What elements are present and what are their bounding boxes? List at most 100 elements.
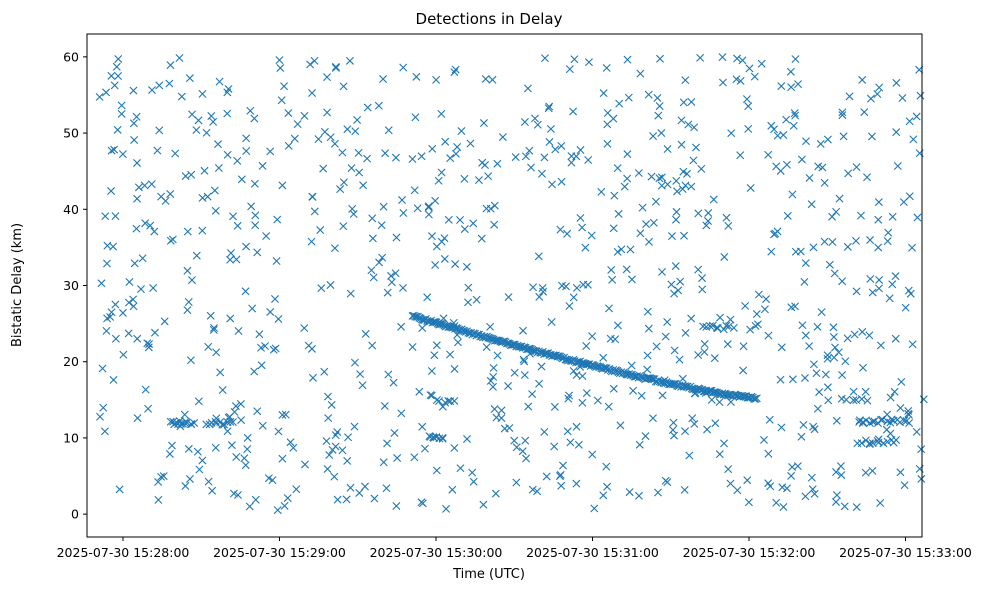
scatter-point xyxy=(727,129,736,138)
scatter-point xyxy=(350,422,359,431)
scatter-point xyxy=(545,102,554,111)
scatter-point xyxy=(798,321,807,330)
scatter-point xyxy=(635,440,644,449)
scatter-point xyxy=(681,328,690,337)
scatter-point xyxy=(115,485,124,494)
cluster-point xyxy=(849,396,858,405)
scatter-point xyxy=(752,310,761,318)
scatter-point xyxy=(772,498,781,507)
scatter-point xyxy=(644,90,653,99)
scatter-point xyxy=(672,215,681,224)
scatter-point xyxy=(576,146,585,155)
scatter-point xyxy=(799,420,808,429)
track-point xyxy=(637,372,646,381)
scatter-point xyxy=(885,294,894,303)
scatter-point xyxy=(383,288,392,297)
scatter-point xyxy=(565,391,574,400)
scatter-point xyxy=(397,409,406,418)
scatter-point xyxy=(456,216,465,225)
scatter-point xyxy=(243,433,252,442)
scatter-point xyxy=(209,325,218,334)
scatter-point xyxy=(602,63,611,72)
scatter-point xyxy=(117,101,126,110)
scatter-point xyxy=(274,314,283,323)
scatter-point xyxy=(427,366,436,375)
scatter-point xyxy=(149,283,158,292)
scatter-point xyxy=(453,330,462,339)
scatter-point xyxy=(498,133,507,142)
scatter-point xyxy=(96,412,104,421)
scatter-point xyxy=(107,187,116,196)
scatter-point xyxy=(838,277,847,286)
scatter-point xyxy=(319,164,328,173)
scatter-point xyxy=(861,387,870,396)
scatter-point xyxy=(345,56,354,65)
scatter-point xyxy=(510,436,519,445)
scatter-point xyxy=(413,204,422,213)
scatter-point xyxy=(370,494,379,503)
scatter-point xyxy=(510,368,519,377)
scatter-point xyxy=(469,477,478,486)
scatter-point xyxy=(451,65,460,74)
scatter-point xyxy=(185,74,194,83)
scatter-point xyxy=(114,72,123,80)
scatter-point xyxy=(451,260,460,269)
scatter-point xyxy=(919,395,928,404)
scatter-point xyxy=(300,111,309,120)
scatter-point xyxy=(323,73,332,82)
scatter-point xyxy=(380,402,389,410)
scatter-point xyxy=(823,383,832,392)
scatter-point xyxy=(545,137,554,146)
scatter-point xyxy=(605,304,614,313)
scatter-point xyxy=(229,212,238,221)
scatter-point xyxy=(247,202,256,211)
scatter-point xyxy=(653,93,662,102)
scatter-point xyxy=(688,414,697,423)
scatter-point xyxy=(663,145,672,153)
scatter-point xyxy=(539,287,548,296)
scatter-point xyxy=(743,476,752,485)
scatter-point xyxy=(523,84,532,93)
scatter-point xyxy=(779,503,788,511)
scatter-point xyxy=(724,465,733,474)
scatter-point xyxy=(723,340,732,349)
scatter-point xyxy=(816,139,825,148)
scatter-point xyxy=(852,287,861,296)
scatter-point xyxy=(361,329,370,338)
x-tick-label: 2025-07-30 15:30:00 xyxy=(370,545,503,560)
scatter-point xyxy=(673,187,681,196)
scatter-point xyxy=(398,283,407,292)
scatter-point xyxy=(868,288,877,297)
scatter-point xyxy=(130,135,139,144)
scatter-point xyxy=(843,242,852,251)
scatter-point xyxy=(812,369,821,378)
scatter-point xyxy=(867,132,876,141)
cluster-point xyxy=(434,397,443,406)
cluster-point xyxy=(729,323,738,332)
scatter-point xyxy=(399,63,408,72)
scatter-point xyxy=(491,489,500,498)
scatter-point xyxy=(627,275,636,284)
scatter-point xyxy=(689,156,698,165)
scatter-point xyxy=(133,194,142,203)
scatter-point xyxy=(829,333,838,342)
scatter-point xyxy=(518,447,527,456)
scatter-point xyxy=(368,341,377,350)
cluster-point xyxy=(865,439,874,448)
scatter-point xyxy=(431,261,440,269)
scatter-point xyxy=(233,221,242,230)
scatter-point xyxy=(888,212,897,221)
scatter-point xyxy=(469,219,478,228)
scatter-point xyxy=(801,137,810,146)
scatter-point xyxy=(852,503,861,512)
scatter-point xyxy=(670,431,679,440)
scatter-point xyxy=(242,147,251,155)
scatter-point xyxy=(835,194,844,203)
scatter-point xyxy=(307,344,316,353)
scatter-point xyxy=(323,464,332,473)
scatter-point xyxy=(223,109,232,118)
scatter-point xyxy=(790,109,799,118)
cluster-point xyxy=(719,325,728,334)
scatter-point xyxy=(269,345,278,354)
scatter-point xyxy=(649,218,658,227)
